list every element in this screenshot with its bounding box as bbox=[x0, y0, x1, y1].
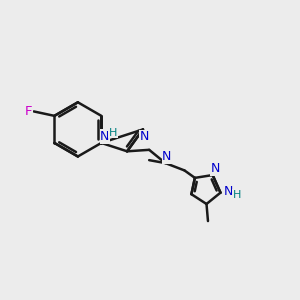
Text: N: N bbox=[140, 130, 149, 143]
Text: N: N bbox=[210, 162, 220, 175]
Text: H: H bbox=[109, 128, 117, 138]
Text: H: H bbox=[232, 190, 241, 200]
Text: F: F bbox=[25, 105, 32, 118]
Text: N: N bbox=[162, 150, 172, 163]
Text: N: N bbox=[224, 185, 233, 198]
Text: N: N bbox=[100, 130, 110, 143]
